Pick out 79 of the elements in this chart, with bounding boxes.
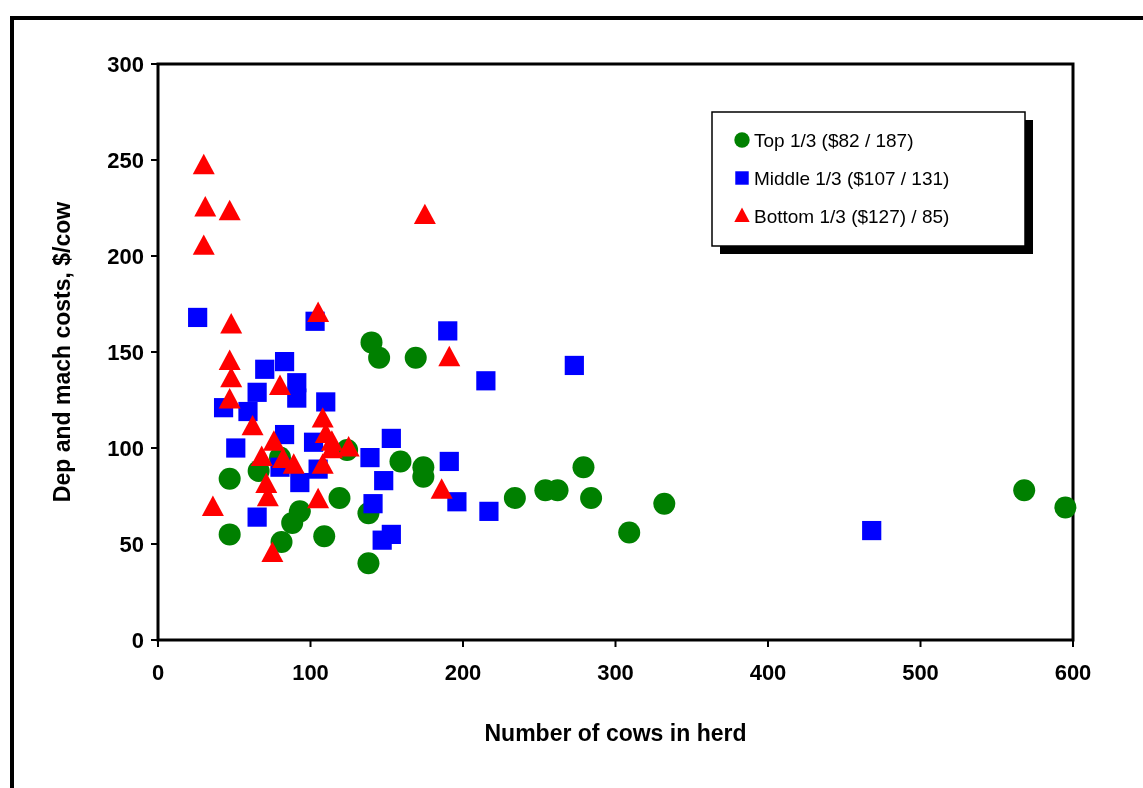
point bbox=[218, 388, 241, 409]
point bbox=[307, 301, 330, 322]
y-tick-label: 0 bbox=[131, 627, 144, 653]
point bbox=[313, 525, 336, 548]
point bbox=[404, 346, 427, 369]
x-tick-label: 600 bbox=[1054, 660, 1092, 685]
point bbox=[372, 530, 392, 550]
x-axis-title: Number of cows in herd bbox=[484, 720, 747, 746]
point bbox=[479, 501, 499, 521]
point bbox=[282, 453, 305, 474]
y-tick-label: 200 bbox=[107, 243, 144, 269]
point bbox=[194, 196, 217, 217]
point bbox=[447, 492, 467, 512]
point bbox=[247, 382, 267, 402]
legend-label: Top 1/3 ($82 / 187) bbox=[754, 129, 914, 151]
point bbox=[307, 487, 330, 509]
point bbox=[862, 520, 882, 541]
point bbox=[618, 521, 641, 544]
point bbox=[192, 153, 215, 175]
point bbox=[389, 450, 412, 473]
point bbox=[188, 307, 208, 328]
point bbox=[503, 486, 526, 509]
point bbox=[316, 392, 336, 412]
point bbox=[241, 414, 264, 436]
point bbox=[218, 349, 241, 370]
point bbox=[274, 352, 295, 372]
point bbox=[328, 486, 351, 509]
x-tick-label: 500 bbox=[902, 660, 939, 685]
point bbox=[363, 494, 383, 514]
point bbox=[413, 203, 436, 225]
point bbox=[218, 467, 241, 490]
point bbox=[220, 313, 243, 334]
y-tick-label: 300 bbox=[107, 51, 144, 77]
y-tick-label: 50 bbox=[119, 531, 144, 557]
legend-label: Middle 1/3 ($107 / 131) bbox=[754, 167, 950, 189]
point bbox=[269, 374, 291, 395]
point bbox=[1054, 496, 1077, 519]
point bbox=[311, 407, 334, 428]
point bbox=[287, 388, 307, 408]
point bbox=[374, 471, 394, 491]
point bbox=[1013, 479, 1036, 502]
point bbox=[201, 495, 224, 516]
y-tick-label: 150 bbox=[107, 339, 144, 365]
point bbox=[580, 486, 603, 509]
point bbox=[218, 523, 241, 546]
point bbox=[430, 478, 453, 499]
point bbox=[438, 321, 458, 341]
point bbox=[360, 448, 380, 468]
point bbox=[218, 199, 241, 221]
x-tick-label: 0 bbox=[151, 660, 165, 685]
point bbox=[262, 430, 285, 451]
point bbox=[368, 346, 391, 369]
point bbox=[250, 445, 273, 466]
point bbox=[439, 451, 459, 472]
point bbox=[476, 371, 496, 391]
point bbox=[290, 472, 310, 493]
point bbox=[192, 234, 215, 255]
point bbox=[381, 428, 401, 448]
point bbox=[572, 456, 595, 479]
point bbox=[438, 345, 461, 367]
point bbox=[653, 492, 676, 515]
point bbox=[255, 359, 275, 379]
point bbox=[247, 507, 267, 527]
x-tick-label: 100 bbox=[292, 660, 329, 685]
x-tick-label: 200 bbox=[444, 660, 482, 685]
point bbox=[288, 500, 311, 523]
point bbox=[238, 401, 258, 422]
y-tick-label: 250 bbox=[107, 147, 144, 173]
x-tick-label: 300 bbox=[597, 660, 634, 685]
point bbox=[564, 355, 584, 376]
point bbox=[311, 453, 334, 474]
point bbox=[261, 541, 284, 562]
point bbox=[357, 552, 380, 575]
point bbox=[270, 531, 293, 554]
x-tick-label: 400 bbox=[749, 660, 787, 685]
y-axis-title: Dep and mach costs, $/cow bbox=[49, 201, 75, 503]
y-tick-label: 100 bbox=[107, 435, 144, 461]
legend-label: Bottom 1/3 ($127) / 85) bbox=[754, 205, 950, 227]
point bbox=[226, 438, 246, 458]
